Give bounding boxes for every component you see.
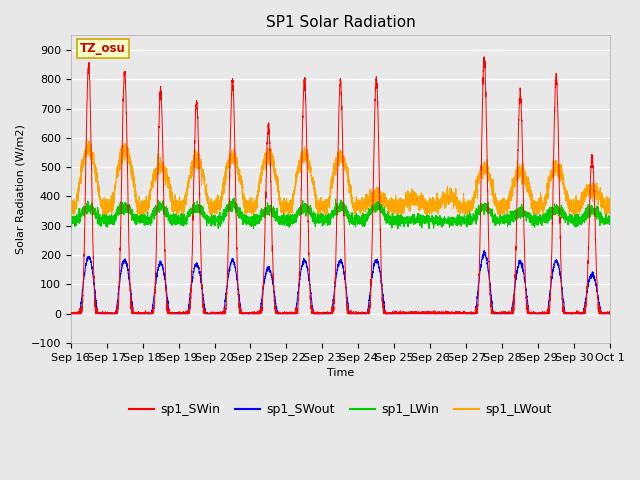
sp1_SWout: [321, 310, 328, 315]
sp1_LWin: [461, 220, 469, 226]
sp1_LWout: [67, 194, 74, 200]
sp1_SWin: [461, 310, 469, 315]
sp1_LWout: [431, 209, 439, 215]
Title: SP1 Solar Radiation: SP1 Solar Radiation: [266, 15, 415, 30]
sp1_SWin: [605, 310, 613, 316]
sp1_SWin: [606, 311, 614, 317]
sp1_SWin: [492, 310, 500, 316]
sp1_SWout: [492, 310, 500, 316]
sp1_LWout: [461, 209, 469, 215]
X-axis label: Time: Time: [327, 368, 354, 378]
sp1_SWout: [606, 311, 614, 317]
sp1_SWout: [606, 311, 614, 317]
sp1_LWin: [67, 219, 74, 225]
sp1_SWout: [67, 311, 74, 316]
Text: TZ_osu: TZ_osu: [81, 42, 126, 55]
sp1_LWout: [164, 185, 172, 191]
sp1_SWin: [67, 311, 74, 317]
sp1_SWout: [431, 311, 439, 316]
sp1_SWin: [481, 54, 488, 60]
sp1_LWout: [606, 195, 614, 201]
sp1_SWout: [461, 311, 469, 316]
Line: sp1_LWout: sp1_LWout: [70, 138, 610, 214]
sp1_SWout: [67, 311, 75, 317]
sp1_SWin: [164, 307, 172, 313]
sp1_LWin: [431, 213, 439, 219]
sp1_SWin: [320, 311, 328, 316]
sp1_LWin: [67, 226, 75, 232]
sp1_LWout: [68, 211, 76, 217]
Line: sp1_LWin: sp1_LWin: [70, 198, 610, 229]
sp1_LWin: [606, 214, 614, 220]
sp1_LWin: [230, 195, 238, 201]
sp1_LWout: [321, 206, 328, 212]
Line: sp1_SWin: sp1_SWin: [70, 57, 610, 314]
sp1_LWin: [492, 216, 500, 221]
sp1_LWin: [606, 217, 614, 223]
sp1_LWin: [164, 211, 172, 217]
Line: sp1_SWout: sp1_SWout: [70, 251, 610, 314]
sp1_SWout: [481, 248, 488, 253]
sp1_LWin: [321, 219, 328, 225]
Legend: sp1_SWin, sp1_SWout, sp1_LWin, sp1_LWout: sp1_SWin, sp1_SWout, sp1_LWin, sp1_LWout: [124, 398, 557, 421]
Y-axis label: Solar Radiation (W/m2): Solar Radiation (W/m2): [15, 124, 25, 254]
sp1_LWout: [492, 198, 500, 204]
sp1_SWout: [164, 297, 172, 302]
sp1_SWin: [431, 311, 439, 317]
sp1_LWout: [83, 135, 90, 141]
sp1_LWout: [606, 208, 614, 214]
